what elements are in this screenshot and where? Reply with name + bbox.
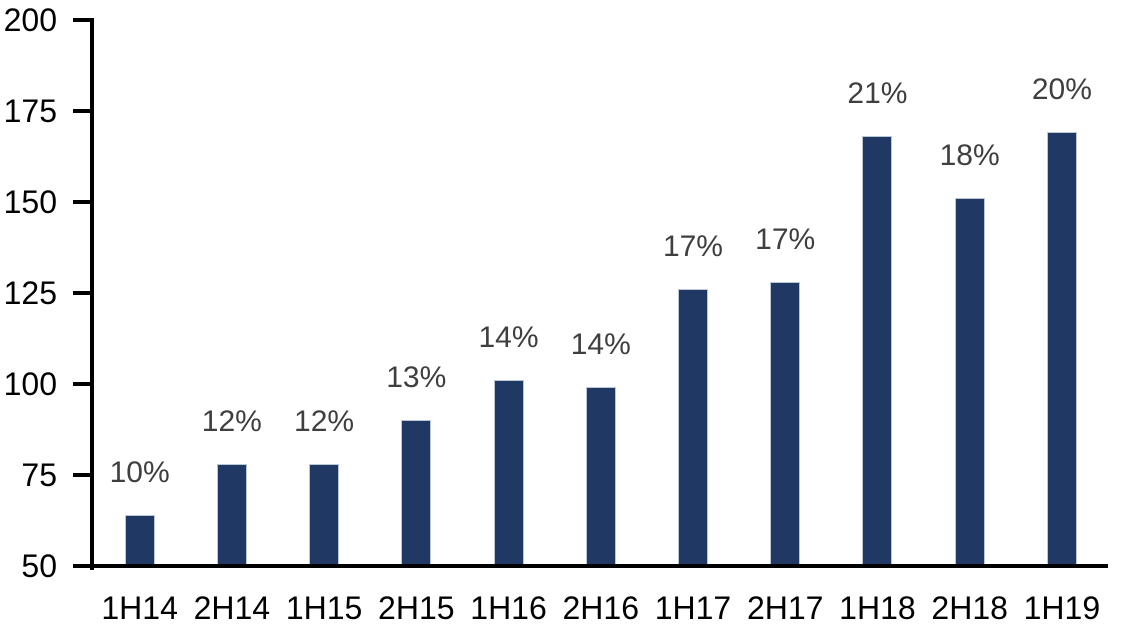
category-label: 2H14 — [193, 590, 271, 626]
x-axis-line — [73, 563, 1108, 568]
category-label: 2H15 — [378, 590, 455, 626]
y-tick-label: 100 — [3, 365, 57, 402]
category-label: 1H14 — [101, 590, 178, 626]
y-tick — [73, 108, 90, 113]
category-label: 1H17 — [654, 590, 732, 626]
category-label: 2H16 — [562, 590, 640, 626]
category-label: 1H15 — [285, 590, 363, 626]
bar — [493, 379, 524, 568]
bar-value-label: 14% — [478, 320, 539, 354]
bar — [954, 197, 985, 568]
bar — [124, 514, 155, 568]
bar — [585, 387, 616, 568]
bar-value-label: 17% — [662, 229, 723, 263]
y-tick — [73, 381, 90, 386]
bar — [677, 288, 708, 568]
y-tick — [73, 199, 90, 204]
bar-value-label: 21% — [847, 76, 908, 110]
bar — [401, 419, 432, 568]
y-tick — [73, 472, 90, 477]
y-tick-label: 150 — [3, 183, 57, 220]
category-label: 2H17 — [746, 590, 824, 626]
category-label: 1H18 — [839, 590, 916, 626]
category-label: 1H19 — [1023, 590, 1101, 626]
bar-value-label: 18% — [939, 138, 1000, 172]
bar-value-label: 10% — [109, 455, 170, 489]
bar-value-label: 13% — [386, 360, 447, 394]
y-tick-label: 125 — [3, 274, 57, 311]
bar — [1046, 132, 1077, 568]
y-tick-label: 75 — [21, 456, 57, 493]
bar-value-label: 14% — [570, 328, 631, 362]
y-tick — [73, 290, 90, 295]
y-tick — [73, 17, 90, 22]
bar-value-label: 17% — [755, 222, 816, 256]
bar — [862, 135, 893, 568]
category-label: 1H16 — [470, 590, 547, 626]
bar-value-label: 12% — [294, 404, 355, 438]
y-axis-line — [89, 17, 94, 570]
bar-value-label: 12% — [201, 404, 262, 438]
bar — [309, 463, 340, 568]
y-tick-label: 200 — [3, 1, 57, 38]
bar — [770, 281, 801, 568]
y-tick-label: 175 — [3, 92, 57, 129]
bar-value-label: 20% — [1031, 73, 1092, 107]
category-label: 2H18 — [931, 590, 1008, 626]
bar — [216, 463, 247, 568]
y-tick-label: 50 — [21, 547, 57, 584]
